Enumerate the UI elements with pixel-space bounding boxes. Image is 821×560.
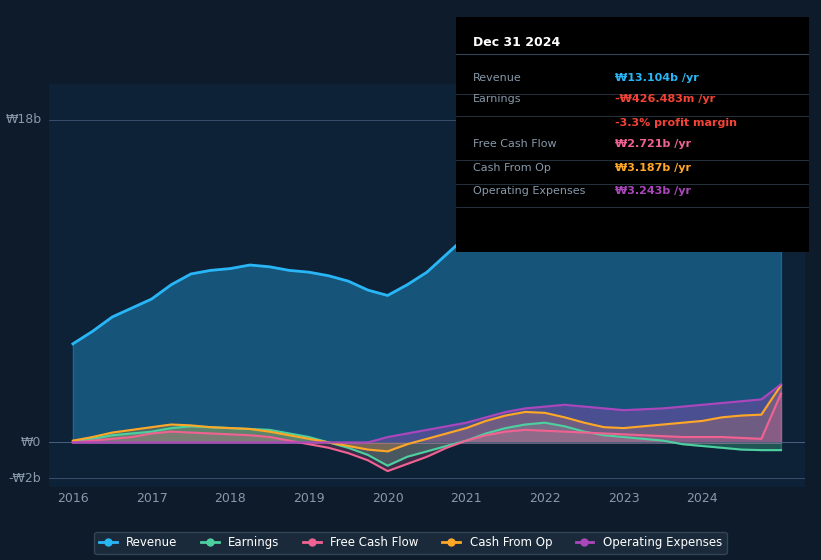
Text: Cash From Op: Cash From Op bbox=[474, 162, 551, 172]
Text: Revenue: Revenue bbox=[474, 73, 522, 83]
Text: -₩426.483m /yr: -₩426.483m /yr bbox=[615, 95, 714, 104]
Text: Operating Expenses: Operating Expenses bbox=[474, 186, 585, 196]
Text: -₩2b: -₩2b bbox=[9, 472, 41, 485]
Text: ₩18b: ₩18b bbox=[5, 113, 41, 127]
Text: ₩0: ₩0 bbox=[21, 436, 41, 449]
Text: ₩3.187b /yr: ₩3.187b /yr bbox=[615, 162, 690, 172]
Text: Dec 31 2024: Dec 31 2024 bbox=[474, 36, 561, 49]
Legend: Revenue, Earnings, Free Cash Flow, Cash From Op, Operating Expenses: Revenue, Earnings, Free Cash Flow, Cash … bbox=[94, 531, 727, 554]
Text: -3.3% profit margin: -3.3% profit margin bbox=[615, 118, 736, 128]
Text: ₩3.243b /yr: ₩3.243b /yr bbox=[615, 186, 690, 196]
Text: ₩2.721b /yr: ₩2.721b /yr bbox=[615, 139, 690, 149]
Text: Free Cash Flow: Free Cash Flow bbox=[474, 139, 557, 149]
Text: ₩13.104b /yr: ₩13.104b /yr bbox=[615, 73, 699, 83]
Text: Earnings: Earnings bbox=[474, 95, 522, 104]
